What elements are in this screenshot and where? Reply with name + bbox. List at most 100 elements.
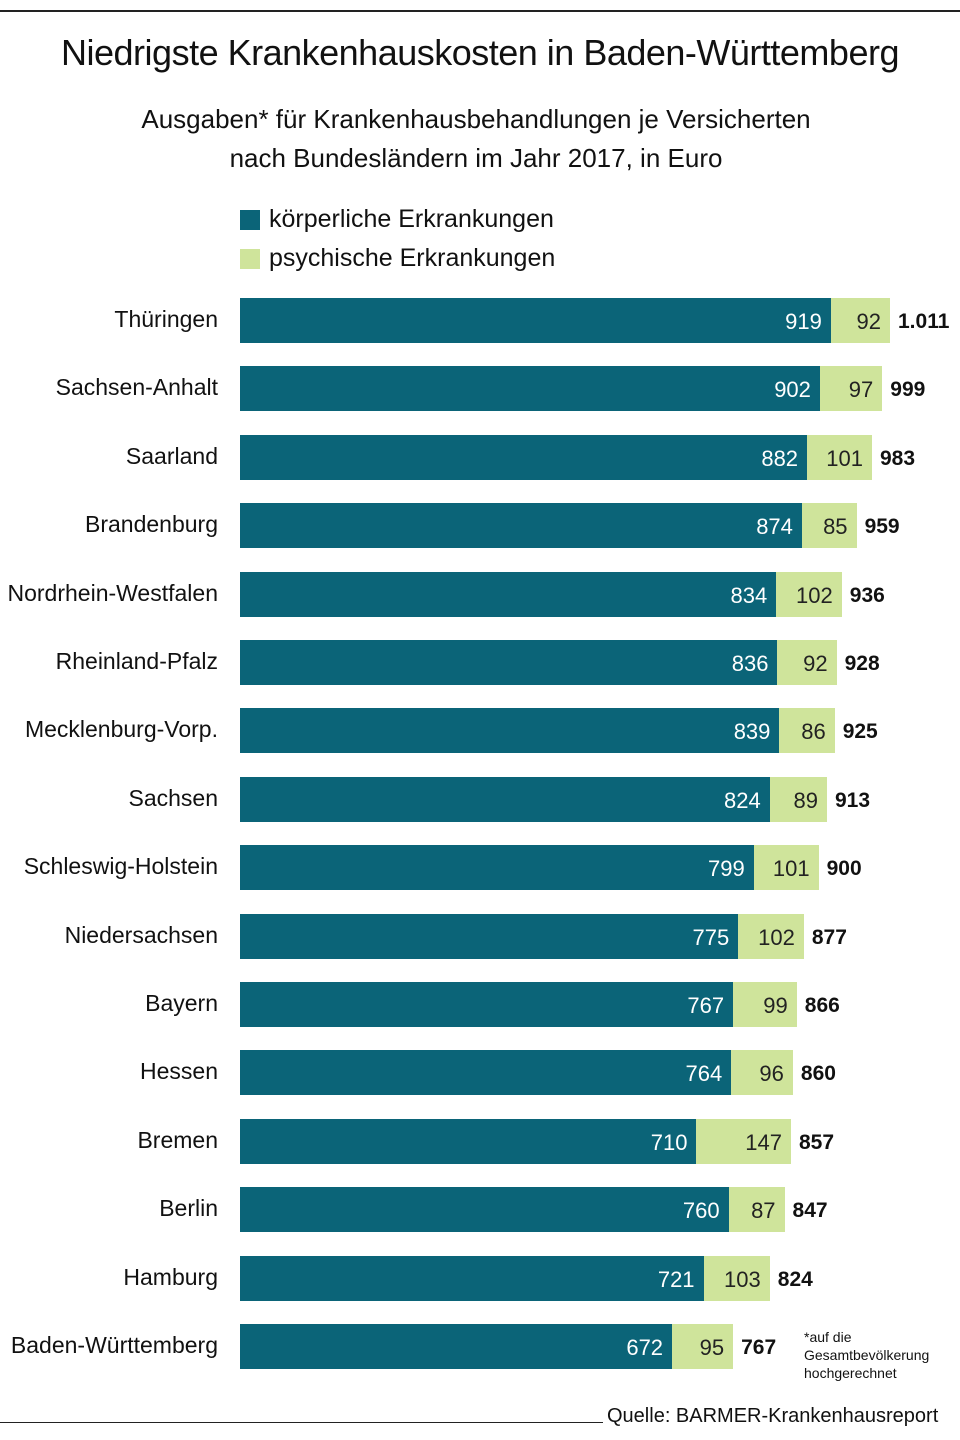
bar-physical	[240, 1255, 704, 1301]
value-label-mental: 85	[823, 514, 848, 540]
total-label: 959	[864, 515, 900, 539]
category-label: Schleswig-Holstein	[23, 853, 218, 880]
value-label-physical: 799	[707, 856, 745, 882]
total-label: 860	[800, 1062, 836, 1086]
bar-mental	[819, 366, 883, 412]
category-label: Berlin	[159, 1195, 218, 1222]
value-label-physical: 767	[687, 993, 725, 1018]
source: Quelle: BARMER-Krankenhausreport	[607, 1405, 939, 1427]
bar-physical	[240, 640, 778, 685]
bar-physical	[240, 434, 808, 480]
bar-mental	[779, 708, 835, 754]
category-label: Brandenburg	[85, 511, 218, 538]
total-label: 925	[842, 720, 878, 744]
value-label-mental: 103	[724, 1266, 761, 1292]
category-label: Rheinland-Pfalz	[55, 648, 218, 674]
category-label: Baden-Württemberg	[10, 1332, 218, 1358]
total-label: 983	[879, 446, 916, 470]
value-label-physical: 721	[657, 1266, 695, 1292]
footnote: *auf die Gesamtbevölkerung hochgerechnet	[804, 1329, 930, 1381]
category-label: Hessen	[140, 1058, 218, 1085]
value-label-mental: 89	[793, 787, 818, 813]
value-label-mental: 102	[796, 582, 833, 608]
value-label-mental: 101	[772, 856, 810, 882]
value-label-physical: 839	[733, 719, 771, 745]
bar-mental	[696, 1118, 791, 1164]
category-label: Sachsen	[128, 784, 218, 811]
category-label: Nordrhein-Westfalen	[7, 579, 218, 606]
total-label: 936	[849, 583, 885, 607]
top-rule	[0, 10, 960, 12]
bar-mental	[769, 776, 827, 822]
bar-mental	[777, 640, 837, 685]
total-label: 913	[834, 788, 871, 812]
value-label-physical: 672	[626, 1335, 664, 1360]
category-label: Bremen	[137, 1126, 218, 1153]
category-label: Sachsen-Anhalt	[55, 374, 218, 401]
value-label-physical: 874	[756, 514, 793, 540]
category-label: Saarland	[125, 442, 218, 469]
bar-mental	[733, 982, 797, 1027]
bar-physical	[240, 571, 777, 617]
total-label: 900	[826, 857, 862, 881]
value-label-mental: 92	[803, 651, 828, 676]
value-label-mental: 96	[759, 1061, 784, 1087]
bar-physical	[240, 1050, 732, 1096]
category-label: Bayern	[145, 990, 218, 1016]
bar-physical	[240, 1118, 697, 1164]
bar-physical	[240, 366, 820, 412]
chart-title: Ausgaben* für Krankenhausbehandlungen je…	[141, 104, 811, 134]
value-label-mental: 97	[848, 377, 874, 403]
value-label-physical: 775	[692, 924, 730, 950]
bar-physical	[240, 708, 780, 754]
bar-mental	[731, 1050, 793, 1096]
legend-item-physical: körperliche Erkrankungen	[240, 205, 554, 234]
value-label-physical: 824	[724, 787, 761, 813]
value-label-mental: 101	[826, 445, 863, 471]
legend-swatch	[240, 248, 260, 269]
bar-physical	[240, 913, 739, 959]
value-label-mental: 92	[856, 309, 881, 334]
value-label-physical: 760	[682, 1198, 720, 1224]
value-label-physical: 834	[730, 582, 768, 608]
value-label-physical: 764	[685, 1061, 723, 1087]
value-label-physical: 882	[761, 445, 799, 471]
total-label: 1.011	[898, 310, 950, 333]
category-label: Hamburg	[123, 1263, 218, 1290]
value-label-physical: 919	[785, 309, 822, 334]
value-label-physical: 836	[731, 651, 769, 676]
bar-mental	[753, 845, 819, 891]
bar-physical	[240, 776, 770, 822]
value-label-mental: 87	[751, 1198, 776, 1224]
legend-swatch	[240, 209, 260, 230]
value-label-mental: 102	[758, 924, 795, 950]
legend-label: psychische Erkrankungen	[269, 244, 556, 272]
value-label-mental: 95	[699, 1335, 725, 1360]
page-title: Niedrigste Krankenhauskosten in Baden-Wü…	[61, 32, 899, 73]
legend-item-mental: psychische Erkrankungen	[240, 244, 555, 273]
total-label: 999	[890, 378, 926, 402]
bar-physical	[240, 503, 802, 549]
legend-label: körperliche Erkrankungen	[269, 205, 554, 233]
bar-mental	[672, 1324, 734, 1369]
bar-mental	[807, 434, 872, 480]
bar-physical	[240, 982, 734, 1027]
bar-mental	[801, 503, 857, 549]
total-label: 928	[844, 652, 880, 675]
bar-mental	[776, 571, 842, 617]
chart-subtitle: Ausgaben* für Krankenhausbehandlungen je…	[0, 100, 952, 178]
bar-physical	[240, 298, 831, 343]
value-label-mental: 147	[745, 1129, 782, 1155]
total-label: 767	[741, 1336, 777, 1359]
category-label: Niedersachsen	[64, 921, 218, 948]
bar-physical	[240, 1187, 729, 1233]
bar-mental	[703, 1255, 770, 1301]
source-rule	[0, 1422, 603, 1423]
category-label: Thüringen	[114, 306, 218, 332]
bar-physical	[240, 845, 754, 891]
bar-mental	[728, 1187, 785, 1233]
value-label-physical: 902	[774, 377, 811, 403]
category-label: Mecklenburg-Vorp.	[24, 716, 218, 743]
total-label: 877	[811, 925, 847, 949]
